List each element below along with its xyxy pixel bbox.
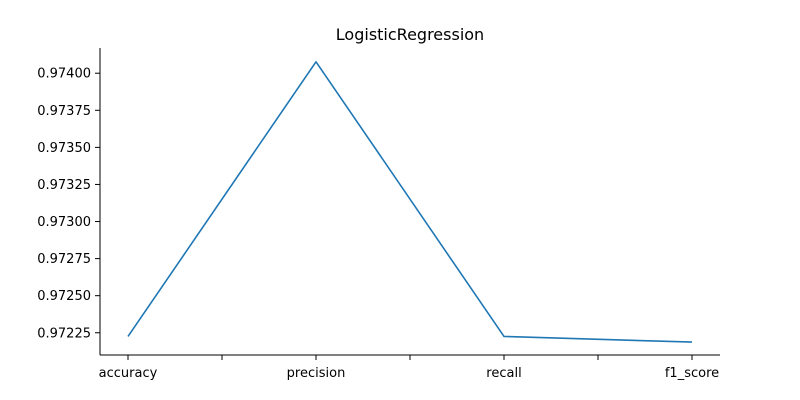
chart-title: LogisticRegression xyxy=(336,25,484,44)
y-tick-label: 0.97300 xyxy=(37,215,91,230)
y-tick-label: 0.97375 xyxy=(37,104,91,119)
y-tick-label: 0.97400 xyxy=(37,67,91,82)
x-tick-label: recall xyxy=(486,366,521,381)
y-tick-label: 0.97325 xyxy=(37,178,91,193)
x-axis: accuracy precision recall f1_score xyxy=(99,355,719,381)
x-tick-label: f1_score xyxy=(665,366,719,381)
y-axis: 0.97225 0.97250 0.97275 0.97300 0.97325 0.973… xyxy=(37,67,100,341)
x-tick-label: precision xyxy=(287,366,346,381)
series-layer xyxy=(127,60,693,343)
y-tick-label: 0.97225 xyxy=(37,326,91,341)
y-tick-label: 0.97275 xyxy=(37,252,91,267)
x-tick-label: accuracy xyxy=(99,366,158,381)
y-tick-label: 0.97250 xyxy=(37,289,91,304)
series-line xyxy=(127,60,693,343)
y-tick-label: 0.97350 xyxy=(37,141,91,156)
